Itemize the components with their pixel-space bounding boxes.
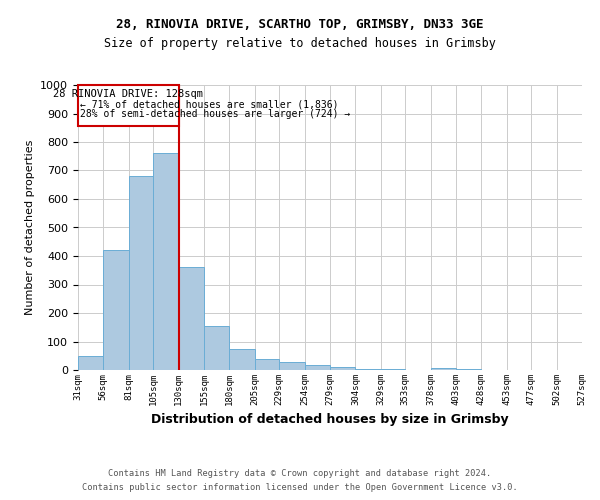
Text: Size of property relative to detached houses in Grimsby: Size of property relative to detached ho… <box>104 38 496 51</box>
Text: 28% of semi-detached houses are larger (724) →: 28% of semi-detached houses are larger (… <box>80 109 350 119</box>
Y-axis label: Number of detached properties: Number of detached properties <box>25 140 35 315</box>
Bar <box>229 350 255 370</box>
Text: Contains public sector information licensed under the Open Government Licence v3: Contains public sector information licen… <box>82 484 518 492</box>
Bar <box>255 359 279 370</box>
Bar <box>103 250 129 370</box>
Bar <box>179 268 204 370</box>
Bar <box>129 176 153 370</box>
Bar <box>78 85 179 126</box>
Text: Contains HM Land Registry data © Crown copyright and database right 2024.: Contains HM Land Registry data © Crown c… <box>109 468 491 477</box>
Text: 28 RINOVIA DRIVE: 128sqm: 28 RINOVIA DRIVE: 128sqm <box>53 89 203 99</box>
Bar <box>78 356 103 370</box>
Bar <box>305 365 330 370</box>
Bar <box>153 154 179 370</box>
Bar <box>456 368 481 370</box>
Bar <box>204 326 229 370</box>
Bar <box>279 362 305 370</box>
X-axis label: Distribution of detached houses by size in Grimsby: Distribution of detached houses by size … <box>151 414 509 426</box>
Bar <box>330 367 355 370</box>
Bar <box>431 368 456 370</box>
Bar <box>381 368 405 370</box>
Bar <box>355 368 381 370</box>
Text: ← 71% of detached houses are smaller (1,836): ← 71% of detached houses are smaller (1,… <box>80 99 338 109</box>
Text: 28, RINOVIA DRIVE, SCARTHO TOP, GRIMSBY, DN33 3GE: 28, RINOVIA DRIVE, SCARTHO TOP, GRIMSBY,… <box>116 18 484 30</box>
